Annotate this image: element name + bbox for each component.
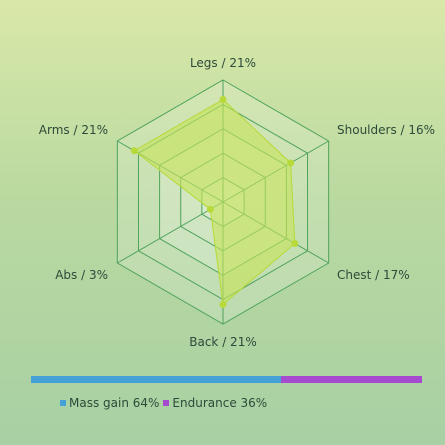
legend-item-endurance: Endurance 36% [163,396,267,410]
axis-label-abs: Abs / 3% [55,268,108,282]
axis-labels: Legs / 21% Shoulders / 16% Chest / 17% B… [39,56,435,349]
legend-swatch-endurance [163,400,170,406]
axis-label-shoulders: Shoulders / 16% [337,123,435,137]
axis-label-legs: Legs / 21% [190,56,256,70]
data-point-4 [206,205,214,213]
data-point-1 [287,159,295,167]
legend-swatch-mass-gain [60,400,66,406]
bar-segment-endurance [281,376,422,383]
series-points [130,96,299,308]
axis-label-chest: Chest / 17% [337,268,410,282]
axis-label-back: Back / 21% [189,335,256,349]
legend-label-mass-gain: Mass gain 64% [69,396,160,410]
axis-label-arms: Arms / 21% [39,123,108,137]
data-point-5 [130,147,138,155]
legend-label-endurance: Endurance 36% [172,396,268,410]
data-point-3 [219,300,227,308]
legend: Mass gain 64% Endurance 36% [60,396,271,410]
legend-item-mass-gain: Mass gain 64% [60,396,159,410]
bar-segment-mass-gain [31,376,282,383]
data-point-0 [219,96,227,104]
grid-spoke-4 [117,201,224,264]
data-point-2 [291,239,299,247]
